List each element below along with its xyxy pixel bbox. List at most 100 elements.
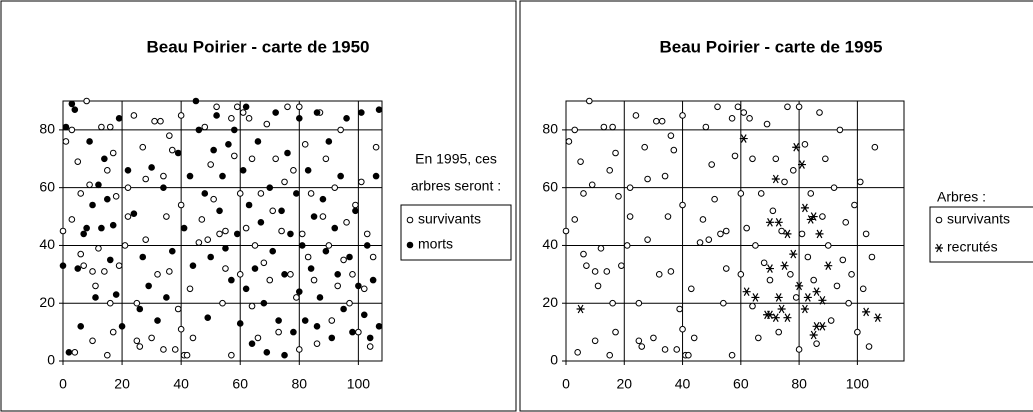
asterisk-marker <box>792 142 801 152</box>
asterisk-marker <box>873 313 882 322</box>
open-point <box>115 262 123 269</box>
panel-frame <box>0 0 517 412</box>
open-point <box>728 115 736 122</box>
open-point <box>254 334 262 342</box>
asterisk-marker <box>800 304 809 314</box>
filled-point <box>290 328 297 336</box>
open-point <box>615 193 622 200</box>
open-point <box>109 328 117 336</box>
filled-point <box>355 282 362 290</box>
filled-point <box>363 242 371 249</box>
filled-point <box>307 265 315 272</box>
open-point <box>80 262 87 269</box>
filled-point <box>92 294 99 301</box>
filled-point <box>228 276 235 284</box>
asterisk-stroke <box>765 218 774 227</box>
open-point <box>591 268 599 275</box>
open-point <box>275 328 282 336</box>
open-point <box>236 190 244 197</box>
open-point <box>293 294 300 301</box>
chart-title: Beau Poirier - carte de 1995 <box>659 37 882 56</box>
filled-point <box>366 334 374 342</box>
open-point <box>166 132 173 139</box>
asterisk-stroke <box>771 313 780 322</box>
open-point <box>871 143 879 151</box>
open-point <box>124 184 132 191</box>
asterisk-marker <box>815 229 824 239</box>
open-point <box>104 167 111 174</box>
open-point <box>679 325 686 333</box>
open-point <box>577 158 584 165</box>
open-point <box>597 245 605 252</box>
filled-point <box>77 323 85 330</box>
filled-point <box>98 224 105 232</box>
open-point <box>778 227 785 235</box>
open-point <box>760 259 768 267</box>
open-point <box>574 349 581 356</box>
open-point <box>830 184 838 191</box>
filled-point <box>313 109 321 116</box>
asterisk-marker <box>777 304 786 314</box>
open-point <box>670 146 678 154</box>
legend-title: arbres seront : <box>411 178 501 194</box>
filled-point <box>375 106 383 113</box>
open-point <box>278 227 285 235</box>
filled-point <box>210 146 217 154</box>
filled-point <box>293 190 300 197</box>
x-tick-label: 60 <box>232 376 248 392</box>
legend-title: Arbres : <box>937 189 986 205</box>
open-point <box>216 230 223 238</box>
open-point <box>798 230 806 238</box>
open-point <box>104 351 111 359</box>
open-point <box>746 115 753 122</box>
open-point <box>213 103 220 111</box>
filled-point <box>189 262 197 269</box>
open-point <box>737 190 745 197</box>
open-point <box>310 276 318 284</box>
open-point <box>95 245 102 252</box>
open-point <box>340 256 347 264</box>
open-point <box>142 175 150 183</box>
filled-point <box>65 349 73 356</box>
asterisk-marker <box>809 212 818 221</box>
asterisk-marker <box>765 264 774 273</box>
asterisk-stroke <box>780 261 789 270</box>
filled-point <box>186 172 194 180</box>
open-point <box>124 213 132 220</box>
open-point <box>586 97 593 105</box>
asterisk-stroke <box>803 293 812 302</box>
open-point <box>239 109 247 116</box>
asterisk-stroke <box>792 142 801 152</box>
open-point <box>98 123 105 131</box>
open-point <box>755 334 762 342</box>
filled-point <box>284 149 291 157</box>
filled-point <box>160 184 167 191</box>
filled-point <box>406 241 414 249</box>
filled-point <box>59 262 67 269</box>
open-point <box>177 112 185 119</box>
open-point <box>369 253 377 261</box>
open-point <box>272 155 279 163</box>
filled-point <box>130 210 138 217</box>
filled-point <box>346 253 353 261</box>
filled-point <box>248 340 256 347</box>
filled-point <box>281 271 288 278</box>
y-tick-label: 60 <box>542 178 558 194</box>
open-point <box>62 138 70 145</box>
filled-point <box>71 106 79 113</box>
open-point <box>842 219 850 226</box>
open-point <box>248 302 256 310</box>
open-point <box>822 155 829 163</box>
asterisk-stroke <box>783 229 792 239</box>
asterisk-stroke <box>862 307 871 317</box>
open-point <box>207 161 214 168</box>
open-point <box>626 184 634 191</box>
filled-point <box>298 242 306 249</box>
open-point <box>183 351 191 359</box>
open-point <box>583 262 590 269</box>
open-point <box>685 351 692 359</box>
open-point <box>804 253 812 261</box>
filled-point <box>145 282 152 290</box>
open-point <box>106 123 114 131</box>
open-point <box>618 262 625 269</box>
